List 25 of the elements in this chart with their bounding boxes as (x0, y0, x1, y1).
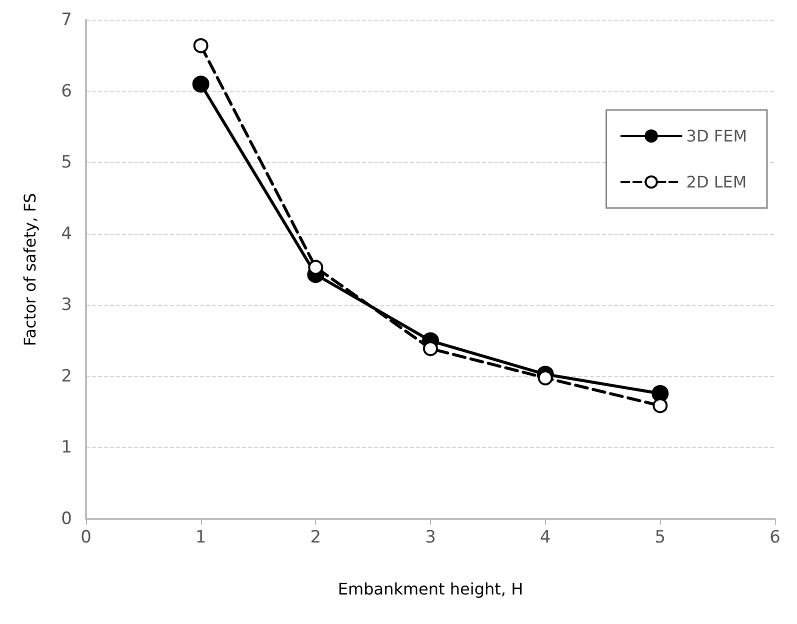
point (652, 398, 668, 414)
point (538, 370, 553, 386)
x-tick-label: 4 (540, 528, 551, 548)
x-tick-label: 3 (425, 528, 436, 548)
legend-label: 3D FEM (686, 126, 747, 146)
y-tick-label: 1 (61, 438, 72, 458)
point (308, 260, 324, 275)
y-tick-label: 2 (61, 366, 72, 386)
x-tick-label: 2 (310, 528, 322, 548)
x-tick-label: 1 (195, 528, 206, 548)
point (193, 38, 208, 54)
x-axis-title: Embankment height, H (338, 580, 524, 598)
y-tick-label: 4 (61, 224, 72, 244)
y-tick-label: 7 (61, 10, 72, 30)
x-tick-label: 0 (80, 528, 92, 548)
point (423, 341, 438, 356)
x-tick-label: 6 (770, 528, 780, 548)
legend-label: 2D LEM (686, 172, 747, 192)
y-axis-title: Factor of safety, FS (20, 192, 40, 346)
y-tick-label: 3 (61, 295, 72, 316)
point (192, 76, 210, 93)
y-tick-label: 6 (61, 81, 72, 102)
y-tick-label: 5 (61, 152, 72, 173)
y-tick-label: 0 (61, 509, 72, 529)
x-tick-label: 5 (654, 528, 666, 548)
